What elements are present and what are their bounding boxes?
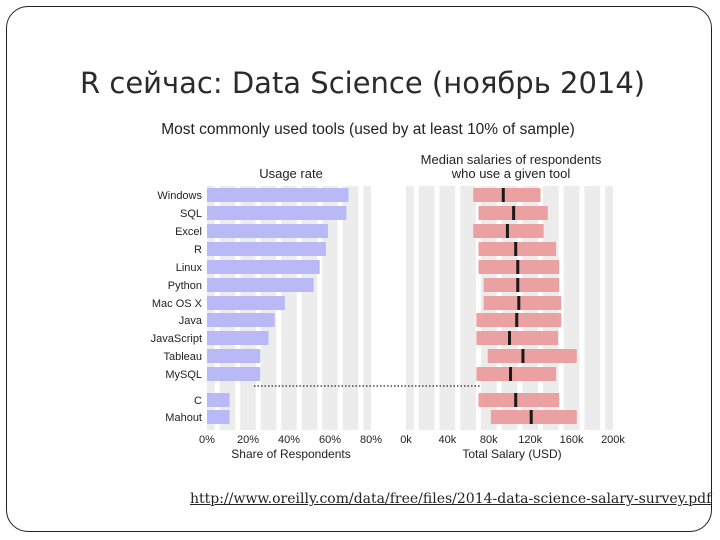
usage-x-tick-label: 80%: [360, 434, 382, 446]
salary-median-marker: [514, 393, 518, 407]
usage-x-tick-label: 0%: [199, 434, 215, 446]
salary-title-line-2: who use a given tool: [451, 166, 571, 181]
tool-label: C: [194, 395, 202, 407]
salary-x-tick-label: 0k: [400, 434, 412, 446]
chart-svg: Most commonly used tools (used by at lea…: [151, 121, 626, 461]
usage-bar: [207, 393, 230, 407]
salary-median-marker: [505, 224, 509, 238]
salary-x-tick-label: 120k: [518, 434, 542, 446]
salary-median-marker: [509, 367, 513, 381]
usage-bar: [207, 296, 285, 310]
salary-range-bar: [478, 393, 560, 407]
usage-x-tick-label: 40%: [278, 434, 300, 446]
salary-x-tick-label: 40k: [439, 434, 457, 446]
salary-median-marker: [514, 242, 518, 256]
usage-x-tick-label: 20%: [237, 434, 259, 446]
salary-range-bar: [476, 331, 559, 345]
tool-label: Python: [168, 280, 202, 292]
salary-median-marker: [516, 278, 520, 292]
source-link[interactable]: http://www.oreilly.com/data/free/files/2…: [190, 491, 712, 507]
chart-figure: Most commonly used tools (used by at lea…: [68, 106, 648, 486]
salary-range-bar: [483, 278, 560, 292]
salary-range-bar: [478, 242, 557, 256]
salary-x-axis-label: Total Salary (USD): [462, 447, 561, 461]
salary-median-marker: [529, 410, 533, 424]
usage-bar: [207, 242, 326, 256]
usage-rate-title: Usage rate: [259, 166, 323, 181]
usage-bar: [207, 260, 320, 274]
usage-bar: [207, 331, 269, 345]
salary-median-marker: [521, 349, 525, 363]
tool-label: R: [194, 244, 202, 256]
tool-label: Excel: [175, 226, 202, 238]
usage-x-axis-label: Share of Respondents: [231, 447, 350, 461]
salary-x-tick-label: 160k: [560, 434, 584, 446]
usage-bar: [207, 410, 230, 424]
salary-x-tick-label: 200k: [601, 434, 625, 446]
usage-bar: [207, 313, 275, 327]
salary-range-bar: [476, 367, 557, 381]
tool-label: Java: [179, 315, 203, 327]
salary-median-marker: [501, 188, 505, 202]
usage-bar: [207, 224, 328, 238]
tool-label: MySQL: [165, 369, 202, 381]
salary-x-tick-label: 80k: [480, 434, 498, 446]
usage-bar: [207, 349, 261, 363]
tool-label: JavaScript: [151, 333, 202, 345]
salary-median-marker: [508, 331, 511, 345]
tool-label: Mac OS X: [152, 298, 203, 310]
chart-title: Most commonly used tools (used by at lea…: [161, 121, 575, 138]
tool-labels: Windows SQL Excel R Linux Python Mac OS X Java J…: [151, 190, 203, 424]
salary-range-bar: [476, 313, 562, 327]
salary-median-marker: [515, 313, 519, 327]
tool-label: SQL: [180, 208, 202, 220]
salary-panel: 0k 40k 80k 120k 160k 200k: [400, 186, 625, 446]
salary-range-bar: [473, 188, 541, 202]
usage-x-tick-label: 60%: [319, 434, 341, 446]
usage-rate-panel: 0% 20% 40% 60% 80%: [199, 186, 382, 446]
usage-bar: [207, 367, 261, 381]
usage-bar: [207, 188, 349, 202]
tool-label: Tableau: [163, 351, 202, 363]
usage-bar: [207, 206, 347, 220]
slide-title: R сейчас: Data Science (ноябрь 2014): [80, 66, 646, 100]
salary-range-bar: [490, 410, 577, 424]
salary-range-bar: [487, 349, 577, 363]
salary-median-marker: [517, 296, 521, 310]
tool-label: Windows: [157, 190, 202, 202]
salary-median-marker: [516, 260, 520, 274]
salary-median-marker: [512, 206, 516, 220]
salary-range-bar: [483, 296, 562, 310]
salary-title-line-1: Median salaries of respondents: [421, 152, 602, 167]
usage-bar: [207, 278, 314, 292]
tool-label: Linux: [176, 262, 203, 274]
tool-label: Mahout: [165, 412, 202, 424]
